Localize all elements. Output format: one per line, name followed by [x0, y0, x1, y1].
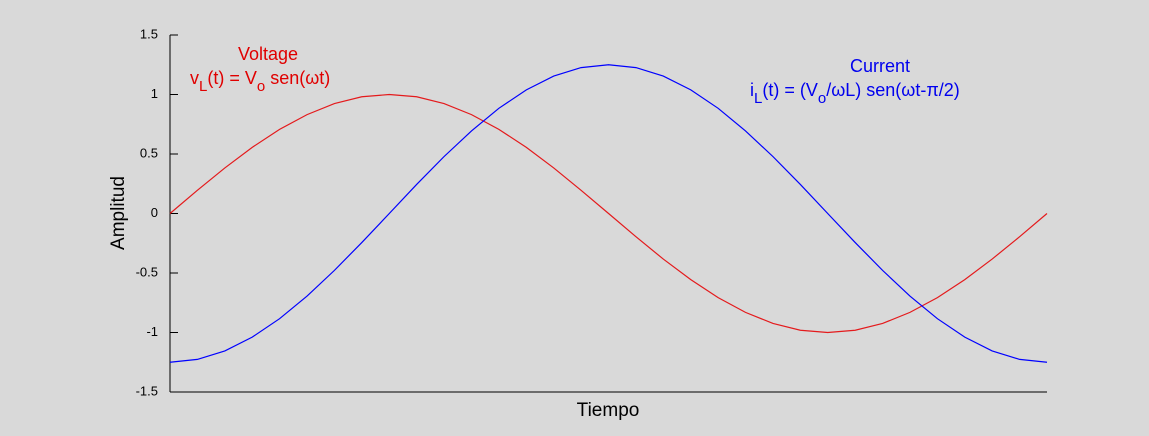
formula-text: sen(ωt) [265, 68, 330, 88]
formula-text: /ωL) sen(ωt-π/2) [826, 80, 960, 100]
y-tick-label: -0.5 [136, 264, 158, 279]
y-tick-label: 0.5 [140, 145, 158, 160]
y-tick-label: 0 [151, 205, 158, 220]
formula-subscript: L [199, 78, 207, 95]
formula-text: (t) = V [207, 68, 257, 88]
formula-text: v [190, 68, 199, 88]
formula-subscript: L [754, 90, 762, 107]
y-tick-label: -1 [146, 324, 158, 339]
y-tick-label: 1 [151, 86, 158, 101]
annotation-formula: vL(t) = Vo sen(ωt) [190, 68, 330, 95]
formula-subscript: o [818, 90, 826, 107]
formula-text: i [750, 80, 754, 100]
annotation-label: Current [850, 56, 910, 76]
series-line [169, 64, 1048, 363]
formula-subscript: o [257, 78, 265, 95]
y-tick-label: 1.5 [140, 26, 158, 41]
series-line [169, 93, 1048, 334]
annotation-formula: iL(t) = (Vo/ωL) sen(ωt-π/2) [750, 80, 960, 107]
y-axis-label: Amplitud [108, 176, 129, 250]
y-tick-label: -1.5 [136, 383, 158, 398]
x-axis-label: Tiempo [577, 400, 640, 421]
formula-text: (t) = (V [762, 80, 818, 100]
annotation-label: Voltage [238, 44, 298, 64]
